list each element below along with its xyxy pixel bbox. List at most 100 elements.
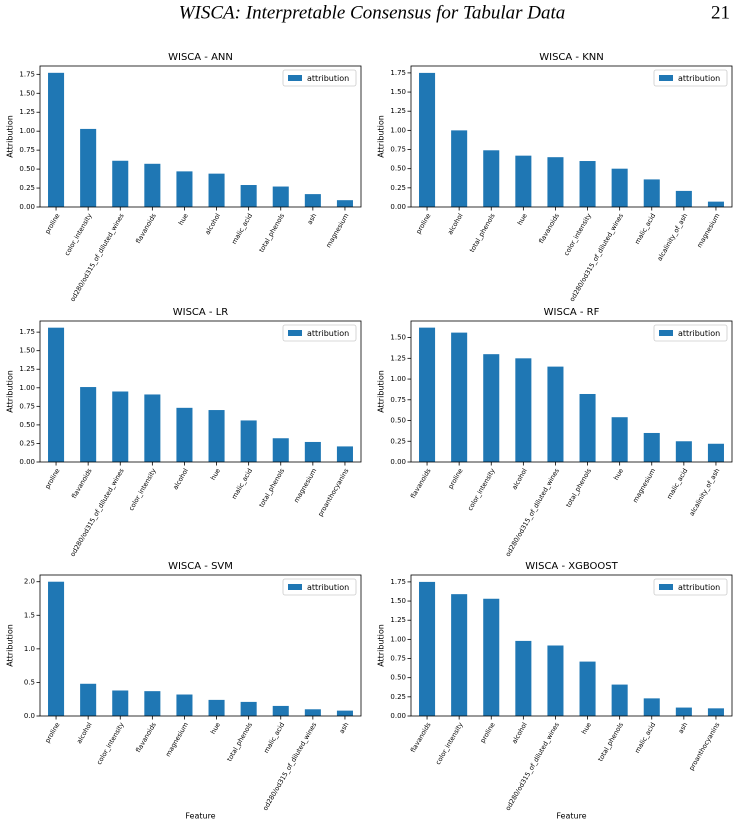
bar (419, 72, 436, 208)
x-tick-label: alcalinity_of_ash (688, 467, 722, 517)
y-tick-label: 1.75 (390, 578, 406, 586)
x-tick-label: od280/od315_of_diluted_wines (69, 466, 126, 557)
y-axis-label: Attribution (6, 624, 15, 667)
x-tick-label: proanthocyanins (687, 720, 721, 771)
y-tick-label: 1.25 (390, 616, 406, 624)
x-tick-label: magnesium (695, 212, 721, 249)
y-tick-label: 0.25 (19, 184, 35, 192)
bar (579, 393, 596, 462)
y-tick-label: 1.50 (390, 334, 406, 342)
bar (515, 155, 532, 207)
x-tick-label: hue (580, 721, 593, 736)
legend-box (282, 69, 357, 87)
bar (643, 698, 660, 716)
legend-label: attribution (678, 583, 720, 592)
y-tick-label: 0.75 (390, 655, 406, 663)
x-tick-label: magnesium (324, 212, 350, 249)
y-tick-label: 0.50 (390, 417, 406, 425)
y-tick-label: 0.50 (19, 165, 35, 173)
y-tick-label: 0.00 (390, 712, 406, 720)
bar (80, 387, 97, 462)
y-tick-label: 1.25 (19, 365, 35, 373)
legend-swatch (659, 330, 673, 336)
x-tick-label: malic_acid (633, 721, 657, 755)
axes-frame (39, 65, 362, 208)
y-tick-label: 0.00 (390, 203, 406, 211)
x-tick-label: alcalinity_of_ash (656, 212, 690, 262)
x-tick-label: total_phenols (225, 720, 254, 762)
y-tick-label: 1.0 (24, 645, 35, 653)
bar (208, 173, 225, 207)
x-tick-label: ash (677, 721, 690, 735)
x-tick-label: alcohol (510, 721, 529, 745)
chart-title: WISCA - XGBOOST (525, 561, 618, 572)
y-tick-label: 0.25 (390, 184, 406, 192)
bar (336, 446, 353, 462)
bar (707, 443, 724, 462)
x-tick-label: color_intensity (63, 212, 94, 257)
legend-box (282, 324, 357, 342)
bar (547, 645, 564, 716)
y-axis-label: Attribution (377, 624, 386, 667)
bar (707, 708, 724, 716)
bar (451, 332, 468, 462)
x-tick-label: alcohol (75, 721, 94, 745)
bar (515, 358, 532, 462)
x-tick-label: malic_acid (230, 467, 254, 501)
bar (579, 661, 596, 716)
x-tick-label: flavanoids (537, 211, 561, 244)
legend-box (653, 69, 728, 87)
x-tick-label: proline (414, 212, 432, 235)
legend-swatch (288, 75, 302, 81)
bar (144, 691, 161, 716)
page-number: 21 (711, 2, 730, 23)
y-tick-label: 1.75 (19, 328, 35, 336)
bar (304, 194, 321, 207)
x-tick-label: malic_acid (262, 721, 286, 755)
bar (272, 438, 289, 462)
x-tick-label: flavanoids (134, 211, 158, 244)
bar (675, 707, 692, 716)
bar (611, 168, 628, 207)
bar (48, 72, 65, 208)
bar (675, 441, 692, 462)
legend-box (282, 578, 357, 596)
x-tick-label: alcohol (171, 467, 190, 491)
axes-frame (410, 574, 733, 717)
legend-swatch (659, 75, 673, 81)
bar (304, 709, 321, 716)
bar (48, 581, 65, 716)
y-tick-label: 0.00 (19, 203, 35, 211)
axes-frame (39, 320, 362, 463)
bar (240, 185, 257, 207)
x-tick-label: flavanoids (70, 466, 94, 499)
y-tick-label: 1.75 (390, 69, 406, 77)
chart-title: WISCA - LR (173, 307, 229, 318)
x-tick-label: color_intensity (562, 212, 593, 257)
bar (208, 699, 225, 716)
x-tick-label: alcohol (510, 467, 529, 491)
y-tick-label: 1.25 (390, 107, 406, 115)
x-tick-label: proanthocyanins (316, 466, 350, 517)
chart-title: WISCA - SVM (168, 561, 233, 572)
y-tick-label: 1.25 (19, 108, 35, 116)
y-tick-label: 0.25 (19, 439, 35, 447)
legend-swatch (659, 584, 673, 590)
y-tick-label: 0.75 (19, 146, 35, 154)
x-tick-label: od280/od315_of_diluted_wines (504, 466, 561, 557)
bar (80, 128, 97, 207)
axes-frame (410, 65, 733, 208)
bar (112, 690, 129, 716)
x-tick-label: total_phenols (468, 211, 497, 253)
y-axis-label: Attribution (377, 115, 386, 158)
x-tick-label: color_intensity (127, 467, 158, 512)
bar (483, 598, 500, 716)
y-axis-label: Attribution (377, 370, 386, 413)
bar (419, 327, 436, 462)
bar (419, 581, 436, 716)
bar (80, 683, 97, 716)
y-tick-label: 0.75 (19, 402, 35, 410)
bar (643, 432, 660, 462)
x-tick-label: hue (612, 467, 625, 482)
